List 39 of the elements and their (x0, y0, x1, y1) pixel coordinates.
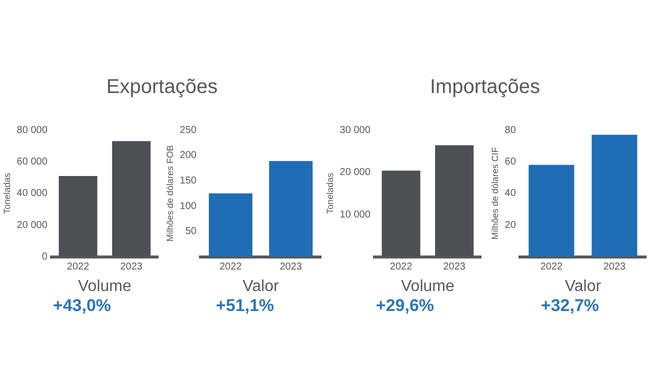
text: +43,0% (52, 296, 112, 316)
chart-title: Importações (428, 76, 542, 99)
y-tick-label: 150 (180, 175, 197, 186)
x-tick-label: 2022 (540, 262, 563, 273)
y-tick-label: 40 000 (16, 188, 48, 200)
x-axis-title: Volume (401, 278, 454, 295)
chart-title: Exportações (105, 76, 219, 99)
x-axis-title: Valor (564, 278, 602, 295)
x-tick-label: 2022 (66, 262, 90, 273)
y-tick-label: 250 (180, 124, 197, 136)
x-axis-title: Volume (78, 278, 132, 295)
y-tick-label: 40 (504, 188, 516, 200)
y-tick-label: 80 (504, 124, 516, 136)
x-tick-label: 2023 (443, 262, 466, 273)
y-tick-label: 200 (180, 150, 197, 162)
y-tick-label: 20 (504, 220, 516, 231)
y-tick-label: 0 (42, 252, 48, 263)
x-tick-label: 2023 (603, 262, 626, 273)
y-tick-label: 20 000 (340, 167, 371, 178)
x-tick-label: 2022 (390, 262, 413, 273)
text: +32,7% (540, 296, 600, 316)
y-axis-title: Milhões de dólares FOB (164, 145, 175, 242)
x-tick-label: 2023 (120, 262, 143, 273)
text: +51,1% (214, 296, 276, 316)
y-tick-label: 100 (180, 200, 197, 212)
x-tick-label: 2023 (280, 262, 302, 273)
y-tick-label: 50 (185, 226, 197, 238)
y-tick-label: 60 000 (16, 156, 48, 168)
y-tick-label: 30 000 (340, 124, 371, 136)
y-tick-label: 60 (504, 156, 516, 168)
x-tick-label: 2022 (219, 262, 242, 273)
y-axis-title: Milhões de dólares CIF (490, 146, 500, 240)
y-tick-label: 10 000 (340, 209, 371, 220)
y-tick-label: 80 000 (16, 124, 48, 136)
y-tick-label: 20 000 (16, 220, 48, 231)
y-axis-title: Toneladas (2, 172, 12, 214)
text: +29,6% (374, 296, 436, 316)
y-axis-title: Toneladas (324, 172, 335, 214)
x-axis-title: Valor (242, 278, 280, 295)
